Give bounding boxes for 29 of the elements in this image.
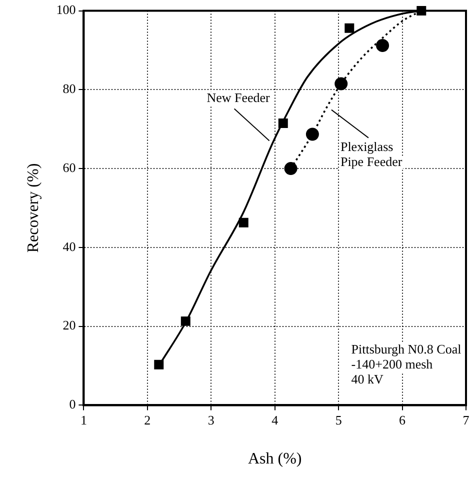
x-tick-label: 5 <box>335 412 342 428</box>
y-tick-label: 20 <box>62 318 76 333</box>
point <box>376 39 390 52</box>
annotation: Plexiglass Pipe Feeder <box>340 139 403 170</box>
x-tick-label: 2 <box>144 412 151 428</box>
point <box>278 118 288 128</box>
point <box>306 128 319 141</box>
x-tick-label: 6 <box>399 412 406 428</box>
point <box>334 77 348 90</box>
x-tick-label: 4 <box>272 412 279 428</box>
point <box>238 218 248 228</box>
y-tick-label: 80 <box>62 81 76 96</box>
annotation: -140+200 mesh <box>351 356 434 372</box>
y-tick-label: 60 <box>62 160 76 175</box>
x-tick-label: 3 <box>208 412 214 428</box>
y-tick-label: 100 <box>56 2 76 18</box>
point <box>154 360 164 370</box>
x-axis-title: Ash (%) <box>248 450 302 468</box>
y-tick-label: 0 <box>69 396 76 412</box>
annotation: New Feeder <box>206 90 271 106</box>
point <box>180 316 190 326</box>
x-tick-label: 1 <box>80 412 87 428</box>
annotation: Pittsburgh N0.8 Coal <box>351 342 462 357</box>
point <box>284 162 298 176</box>
x-tick-label: 7 <box>462 412 470 428</box>
annotation: 40 kV <box>351 372 384 387</box>
point <box>344 23 354 33</box>
y-axis-title: Recovery (%) <box>24 163 42 253</box>
y-tick-label: 40 <box>62 238 76 254</box>
